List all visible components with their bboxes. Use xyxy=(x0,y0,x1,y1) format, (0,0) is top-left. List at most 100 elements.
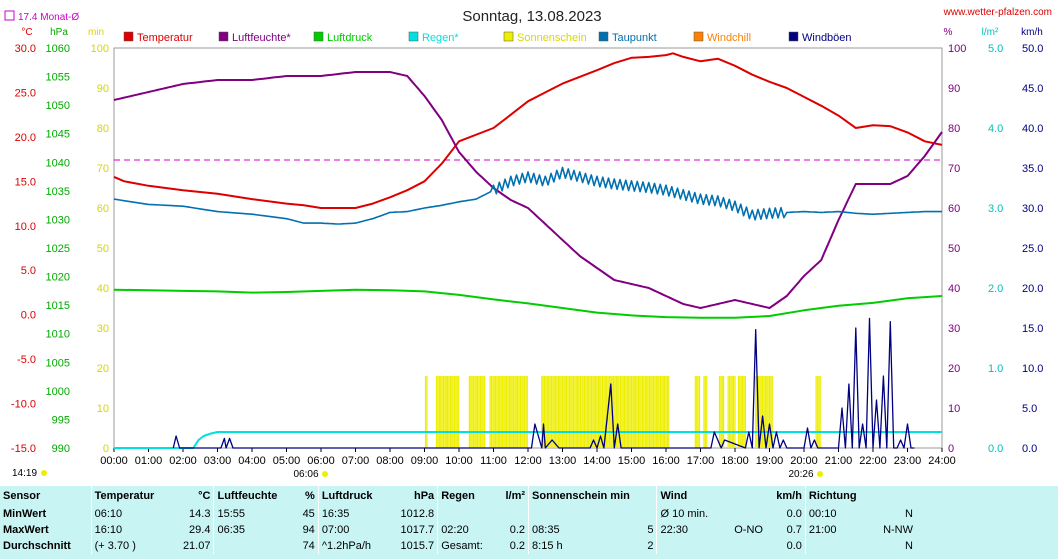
tick-label-pressure: 1025 xyxy=(46,243,70,255)
tick-label-percent: 90 xyxy=(948,83,960,95)
wind-dir: O-NO xyxy=(734,524,763,536)
unit-wind: km/h xyxy=(1021,27,1043,38)
tick-label-wind: 15.0 xyxy=(1022,323,1043,335)
tick-label-rain: 0.0 xyxy=(988,443,1003,455)
tick-label-pressure: 1005 xyxy=(46,357,70,369)
tick-label-minutes: 100 xyxy=(91,43,109,55)
sun-time: 08:35 xyxy=(528,522,625,538)
legend-label: Luftdruck xyxy=(327,32,373,44)
legend-swatch xyxy=(218,31,229,42)
dir-time: 21:00 xyxy=(804,522,872,538)
tick-label-pressure: 1030 xyxy=(46,214,70,226)
tick-label-pressure: 1010 xyxy=(46,329,70,341)
tick-label-percent: 60 xyxy=(948,203,960,215)
tick-label-wind: 40.0 xyxy=(1022,123,1043,135)
legend-swatch xyxy=(693,31,704,42)
tick-label-pressure: 1015 xyxy=(46,300,70,312)
stats-row-avg: Durchschnitt (+ 3.70 ) 21.07 74 ^1.2hPa/… xyxy=(0,538,916,554)
tick-label-percent: 70 xyxy=(948,163,960,175)
tick-label-temp: 25.0 xyxy=(15,87,36,99)
dir-value: N-NW xyxy=(883,524,913,536)
x-tick-label: 20:00 xyxy=(790,455,818,467)
legend-swatch xyxy=(123,31,134,42)
hdr-temp: Temperatur xyxy=(90,486,173,506)
tick-label-temp: 0.0 xyxy=(21,310,36,322)
hdr-press: Luftdruck xyxy=(317,486,389,506)
row-label: MaxWert xyxy=(3,524,49,536)
tick-label-percent: 0 xyxy=(948,443,954,455)
tick-label-wind: 30.0 xyxy=(1022,203,1043,215)
legend-label: Regen* xyxy=(422,32,459,44)
hum-time xyxy=(213,538,296,554)
chart-title: Sonntag, 13.08.2023 xyxy=(462,8,601,25)
tick-label-pressure: 1045 xyxy=(46,129,70,141)
tick-label-minutes: 80 xyxy=(97,123,109,135)
clock-sun-icon xyxy=(41,470,47,476)
row-label: MinWert xyxy=(3,508,47,520)
tick-label-minutes: 50 xyxy=(97,243,109,255)
tick-label-minutes: 40 xyxy=(97,283,109,295)
wind-value: 0.0 xyxy=(786,508,802,520)
sun-value: 5 xyxy=(647,524,654,536)
x-tick-label: 02:00 xyxy=(169,455,197,467)
legend-label: Windböen xyxy=(802,32,852,44)
x-tick-label: 16:00 xyxy=(652,455,680,467)
x-tick-label: 14:00 xyxy=(583,455,611,467)
tick-label-wind: 35.0 xyxy=(1022,163,1043,175)
rain-value: 0.2 xyxy=(509,524,526,536)
x-tick-label: 11:00 xyxy=(480,455,507,467)
wind-time xyxy=(656,538,724,554)
rain-time: 02:20 xyxy=(437,522,497,538)
dir-time xyxy=(804,538,872,554)
tick-label-minutes: 20 xyxy=(97,363,109,375)
legend-swatch xyxy=(598,31,609,42)
legend-swatch xyxy=(313,31,324,42)
x-tick-label: 19:00 xyxy=(756,455,784,467)
wind-value: 0.7 xyxy=(786,524,802,536)
hdr-dir: Richtung xyxy=(804,486,872,506)
tick-label-percent: 40 xyxy=(948,283,960,295)
x-tick-label: 17:00 xyxy=(687,455,715,467)
series-taupunkt xyxy=(113,166,942,225)
dir-time: 00:10 xyxy=(804,506,872,522)
temp-time: 16:10 xyxy=(90,522,173,538)
tick-label-wind: 45.0 xyxy=(1022,83,1043,95)
tick-label-wind: 10.0 xyxy=(1022,363,1043,375)
x-tick-label: 01:00 xyxy=(135,455,163,467)
tick-label-percent: 30 xyxy=(948,323,960,335)
temp-value: 21.07 xyxy=(182,540,211,552)
tick-label-pressure: 1000 xyxy=(46,386,70,398)
weather-chart: Sonntag, 13.08.2023 www.wetter-pfalzen.c… xyxy=(4,7,1052,480)
rain-time: Gesamt: xyxy=(437,538,497,554)
rain-value: 0.2 xyxy=(509,540,526,552)
tick-label-wind: 5.0 xyxy=(1022,403,1037,415)
series-temperatur xyxy=(113,52,943,209)
hdr-rain-unit: l/m² xyxy=(505,490,526,502)
sun-time xyxy=(528,506,625,522)
dir-value: N xyxy=(905,540,913,552)
tick-label-wind: 50.0 xyxy=(1022,43,1043,55)
x-tick-label: 05:00 xyxy=(273,455,301,467)
tick-label-minutes: 30 xyxy=(97,323,109,335)
x-tick-label: 23:00 xyxy=(894,455,922,467)
tick-label-rain: 4.0 xyxy=(988,123,1003,135)
wind-time: 22:30 xyxy=(656,522,724,538)
wind-dir xyxy=(723,506,766,522)
stats-row-min: MinWert 06:10 14.3 15:55 45 16:35 1012.8… xyxy=(0,506,916,522)
tick-label-temp: -10.0 xyxy=(11,399,36,411)
x-tick-label: 00:00 xyxy=(100,455,128,467)
site-link[interactable]: www.wetter-pfalzen.com xyxy=(943,7,1052,18)
tick-label-wind: 0.0 xyxy=(1022,443,1037,455)
unit-percent: % xyxy=(944,27,953,38)
x-tick-label: 10:00 xyxy=(445,455,473,467)
legend-label: Temperatur xyxy=(137,32,193,44)
sunrise-label: 06:06 xyxy=(293,469,318,480)
tick-label-percent: 10 xyxy=(948,403,960,415)
x-tick-label: 18:00 xyxy=(721,455,749,467)
tick-label-rain: 2.0 xyxy=(988,283,1003,295)
tick-label-pressure: 1035 xyxy=(46,186,70,198)
tick-label-pressure: 1040 xyxy=(46,157,70,169)
tick-label-minutes: 60 xyxy=(97,203,109,215)
x-tick-label: 06:00 xyxy=(307,455,335,467)
rain-value xyxy=(497,506,529,522)
